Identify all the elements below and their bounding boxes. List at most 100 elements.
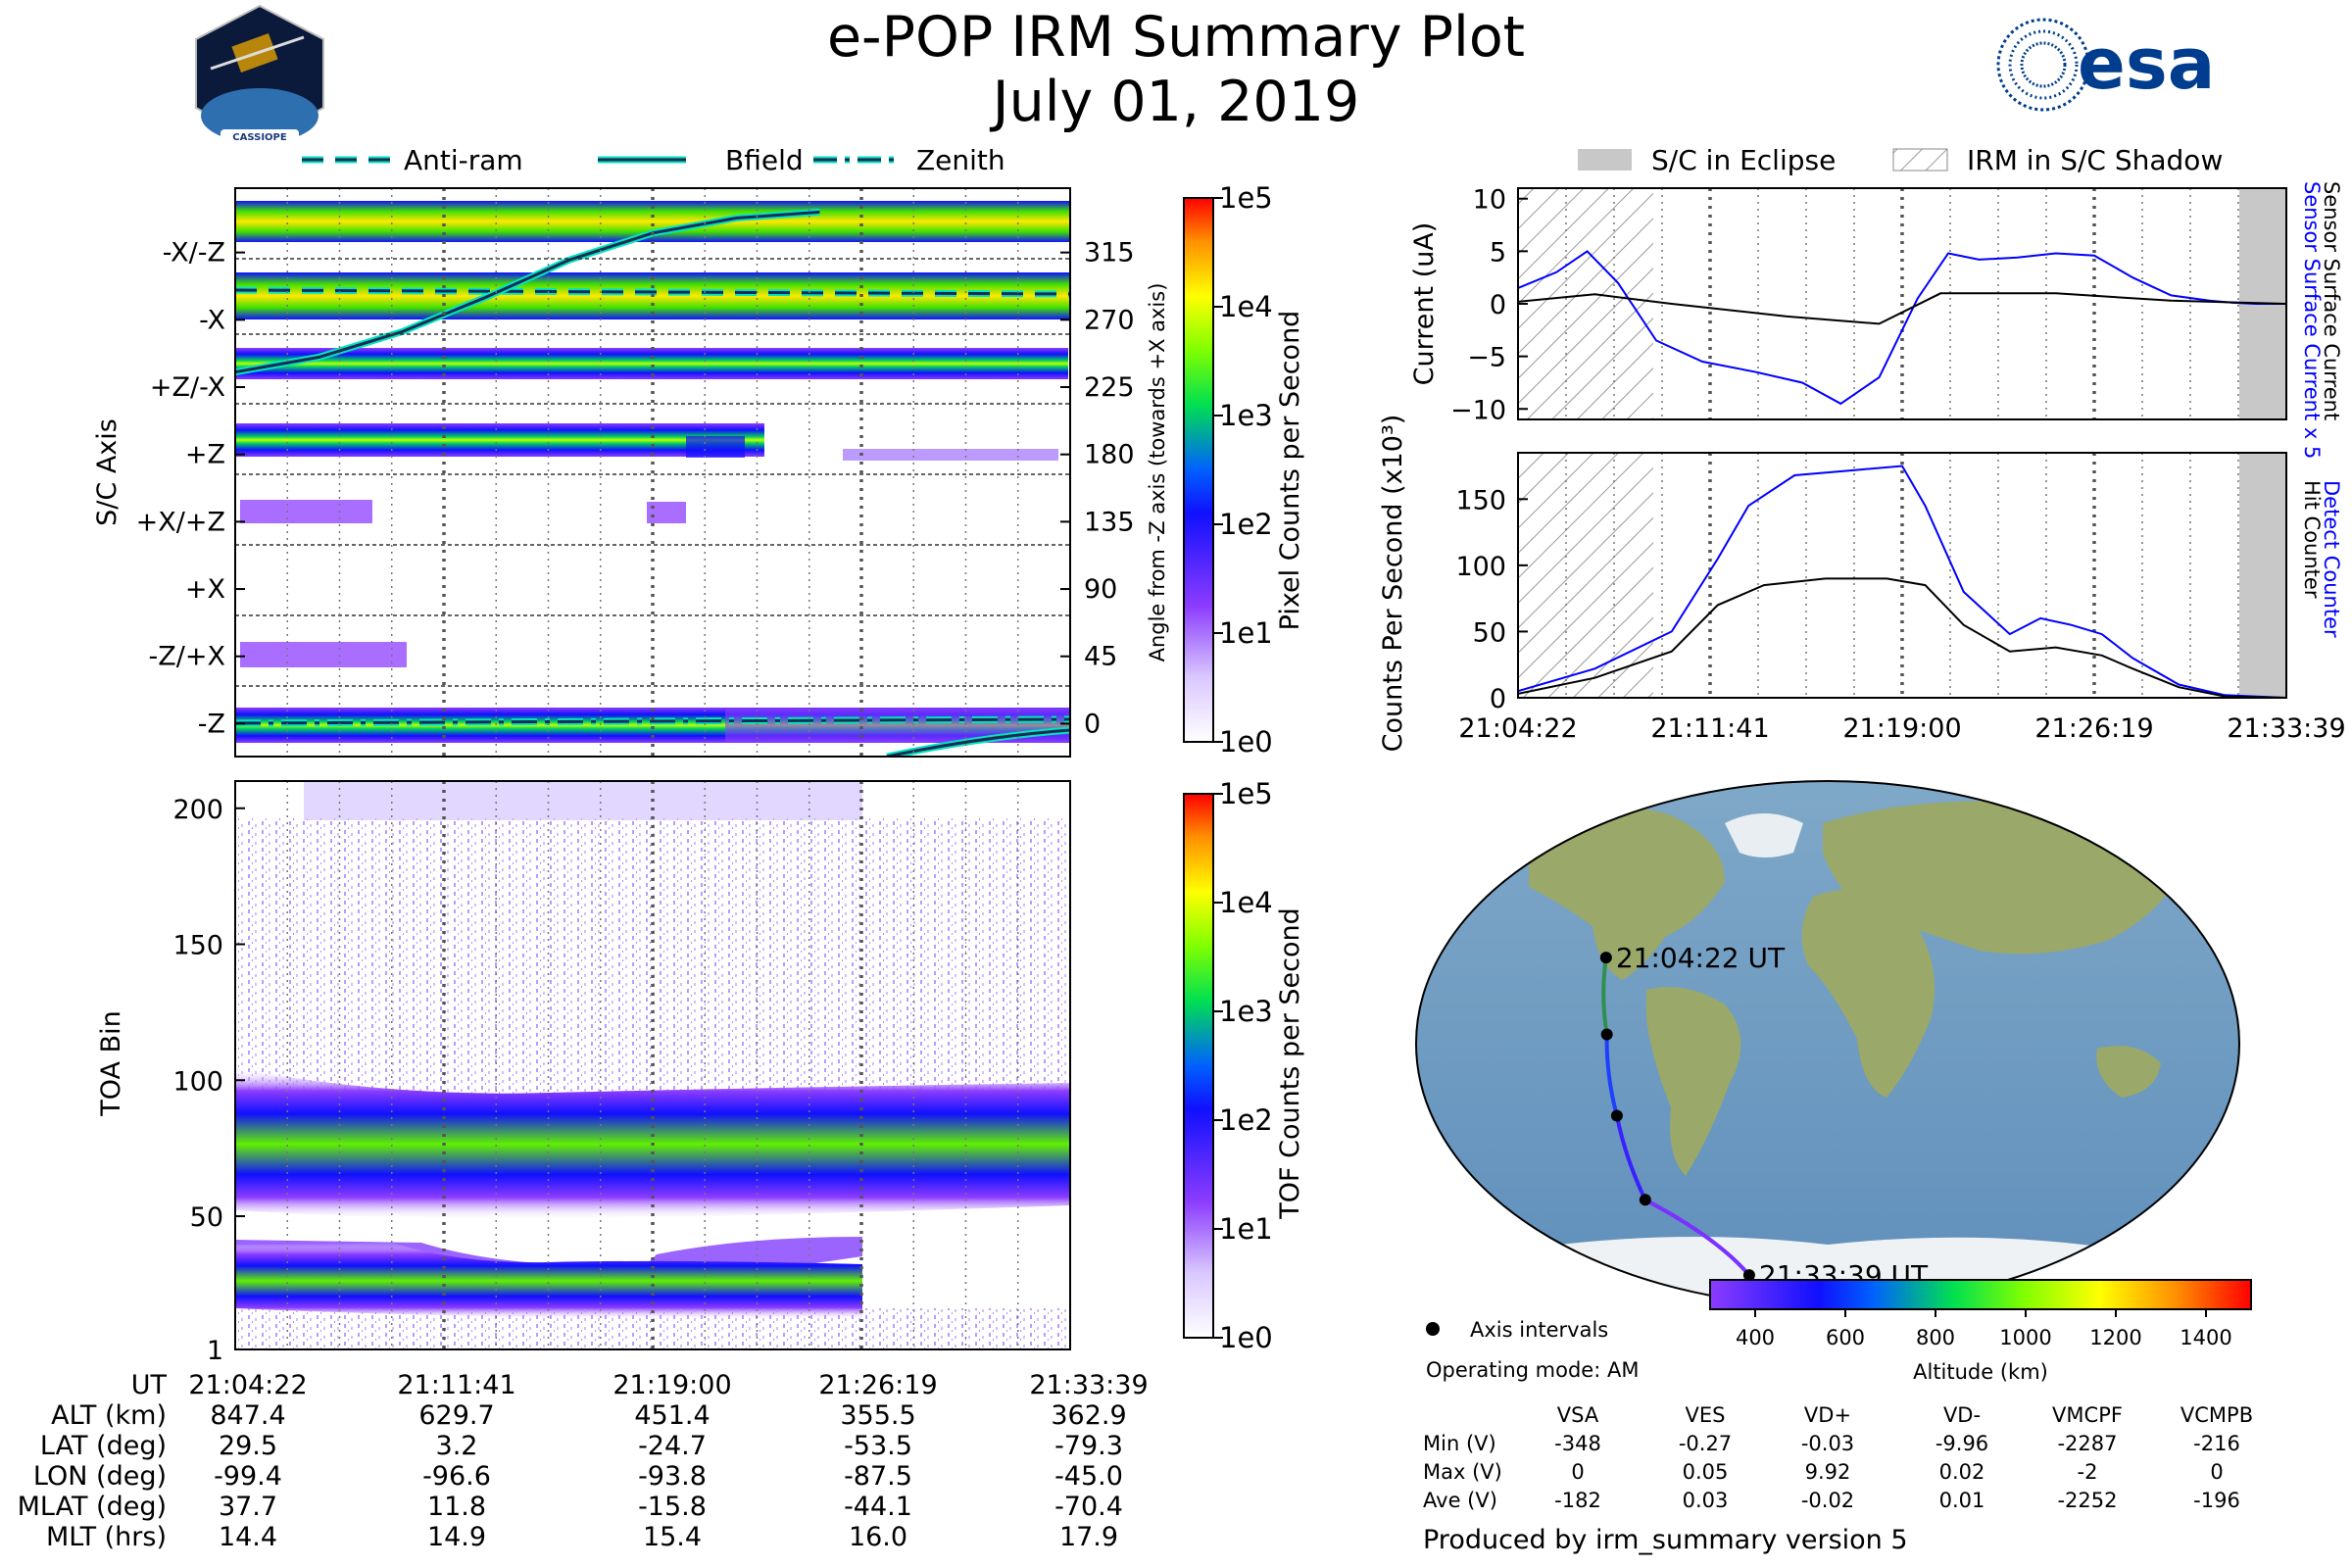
ephemeris-row-label: ALT (km) [51, 1400, 167, 1431]
voltage-column-header: VES [1685, 1403, 1726, 1427]
voltage-cell: 0 [1571, 1460, 1585, 1484]
counts-ylabel: Counts Per Second (x10³) [1378, 415, 1408, 753]
y-tick-label-right: 0 [1084, 709, 1101, 739]
ephemeris-row-label: UT [130, 1370, 167, 1400]
ephemeris-row-label: MLT (hrs) [45, 1522, 167, 1552]
track-point [1600, 1028, 1613, 1041]
toa-spectrogram: 200 150 100 50 1 TOA Bin [96, 780, 1071, 1366]
ephemeris-cell: -96.6 [422, 1461, 491, 1492]
pixel-colorbar-label: Pixel Counts per Second [1275, 311, 1305, 631]
voltage-column-header: VSA [1556, 1403, 1599, 1427]
voltage-cell: 9.92 [1804, 1460, 1851, 1484]
tof-colorbar: 1e5 1e4 1e3 1e2 1e1 1e0 TOF Counts per Second [1183, 777, 1305, 1354]
voltage-cell: 0.05 [1682, 1460, 1729, 1484]
legend-eclipse: S/C in Eclipse [1651, 144, 1836, 176]
y-tick-label: +X/+Z [136, 507, 225, 537]
voltage-cell: 0.02 [1938, 1460, 1985, 1484]
ephemeris-cell: -93.8 [638, 1461, 707, 1492]
orbit-track-segment [1643, 1198, 1751, 1277]
bfield-line-inner [235, 210, 820, 374]
ephemeris-cell: -24.7 [638, 1431, 707, 1461]
y-tick-label: 150 [172, 931, 223, 961]
altitude-colorbar-label: Altitude (km) [1913, 1360, 2048, 1384]
right-legend: S/C in Eclipse IRM in S/C Shadow [1578, 144, 2223, 176]
voltage-cell: 0 [2210, 1460, 2224, 1484]
voltage-cell: -9.96 [1935, 1432, 1989, 1455]
y-tick-label: -Z [198, 709, 225, 739]
footer-text: Produced by irm_summary version 5 [1423, 1525, 1908, 1555]
x-tick-label: 21:26:19 [2034, 713, 2153, 744]
series-line [1518, 577, 2286, 698]
operating-mode-label: Operating mode: AM [1426, 1358, 1639, 1382]
series-line [1518, 465, 2286, 698]
voltage-cell: 0.01 [1938, 1489, 1985, 1512]
y-tick-label: 50 [190, 1202, 223, 1233]
current-plot: 10 5 0 −5 −10 Current (uA) Sensor Surface Cu… [1409, 181, 2343, 459]
ephemeris-cell: -45.0 [1054, 1461, 1123, 1492]
ephemeris-cell: 14.4 [218, 1522, 278, 1552]
colorbar-tick-label: 800 [1916, 1326, 1955, 1349]
ephemeris-cell: 629.7 [418, 1400, 495, 1431]
colorbar-tick-label: 1e3 [1219, 399, 1273, 432]
colorbar-tick-label: 1400 [2180, 1326, 2231, 1349]
ephemeris-cell: 16.0 [848, 1522, 908, 1552]
tof-colorbar-label: TOF Counts per Second [1275, 907, 1305, 1220]
track-point [1742, 1269, 1755, 1282]
colorbar-tick-label: 1e5 [1219, 181, 1273, 215]
colorbar-tick-label: 1e4 [1219, 290, 1273, 323]
y-tick-label-right: 315 [1084, 238, 1135, 269]
ephemeris-cell: 29.5 [218, 1431, 278, 1461]
map-legend: Axis intervals Operating mode: AM 400 600… [1426, 1279, 2252, 1384]
colorbar-tick-label: 1e1 [1219, 1212, 1273, 1246]
colorbar-tick-label: 1e0 [1219, 725, 1273, 759]
voltage-cell: -348 [1554, 1432, 1601, 1455]
sc-axis-ylabel-right: Angle from -Z axis (towards +X axis) [1146, 283, 1169, 662]
legend-shadow: IRM in S/C Shadow [1967, 144, 2223, 176]
ephemeris-cell: 11.8 [426, 1492, 487, 1522]
counts-right-label-black: Hit Counter [2300, 480, 2324, 599]
band-z [235, 423, 764, 457]
y-tick-label-right: 225 [1084, 372, 1135, 403]
ephemeris-cell: -99.4 [214, 1461, 282, 1492]
y-tick-label: 200 [172, 795, 223, 825]
y-tick-label-right: 270 [1084, 305, 1135, 335]
cassiope-logo: CASSIOPE [195, 4, 324, 144]
sc-axis-ylabel: S/C Axis [92, 418, 122, 526]
axis-intervals-label: Axis intervals [1470, 1318, 1608, 1342]
y-tick-label: +Z [185, 440, 225, 470]
y-tick-label: -X [199, 305, 225, 335]
track-point [1639, 1194, 1651, 1206]
esa-logo: esa [1996, 18, 2215, 112]
ephemeris-cell: 3.2 [435, 1431, 478, 1461]
y-tick-label-right: 45 [1084, 642, 1117, 672]
ephemeris-cell: 355.5 [840, 1400, 916, 1431]
colorbar-tick-label: 400 [1736, 1326, 1775, 1349]
y-tick-label: 5 [1490, 237, 1506, 268]
ephemeris-cell: 15.4 [642, 1522, 703, 1552]
ephemeris-cell: 17.9 [1058, 1522, 1119, 1552]
orbit-track-segment [1614, 1115, 1647, 1201]
ephemeris-cell: 21:26:19 [818, 1370, 938, 1400]
voltage-cell: -2 [2077, 1460, 2098, 1484]
current-right-label-black: Sensor Surface Current [2320, 181, 2343, 420]
y-tick-label: 100 [1455, 552, 1506, 582]
esa-logo-text: esa [2078, 23, 2215, 105]
colorbar-tick-label: 1e3 [1219, 995, 1273, 1028]
voltage-cell: -216 [2193, 1432, 2240, 1455]
orbit-track-segment [1601, 956, 1609, 1035]
sc-axis-spectrogram: -X/-Z -X +Z/-X +Z +X/+Z +X -Z/+X -Z 315 270 225 18… [92, 187, 1169, 758]
ephemeris-cell: 362.9 [1051, 1400, 1127, 1431]
colorbar-tick-label: 1200 [2089, 1326, 2141, 1349]
y-tick-label: 0 [1490, 684, 1506, 714]
y-tick-label: -Z/+X [149, 642, 225, 672]
voltage-cell: -0.27 [1678, 1432, 1733, 1455]
y-tick-label: -X/-Z [163, 238, 225, 269]
series-line [1518, 292, 2286, 325]
ephemeris-cell: 37.7 [218, 1492, 278, 1522]
x-tick-label: 21:04:22 [1458, 713, 1577, 744]
shadow-region [1518, 453, 1653, 698]
ephemeris-cell: 451.4 [634, 1400, 710, 1431]
voltage-column-header: VCMPB [2180, 1403, 2254, 1427]
altitude-colorbar [1709, 1279, 2252, 1310]
voltage-cell: -0.02 [1800, 1489, 1855, 1512]
